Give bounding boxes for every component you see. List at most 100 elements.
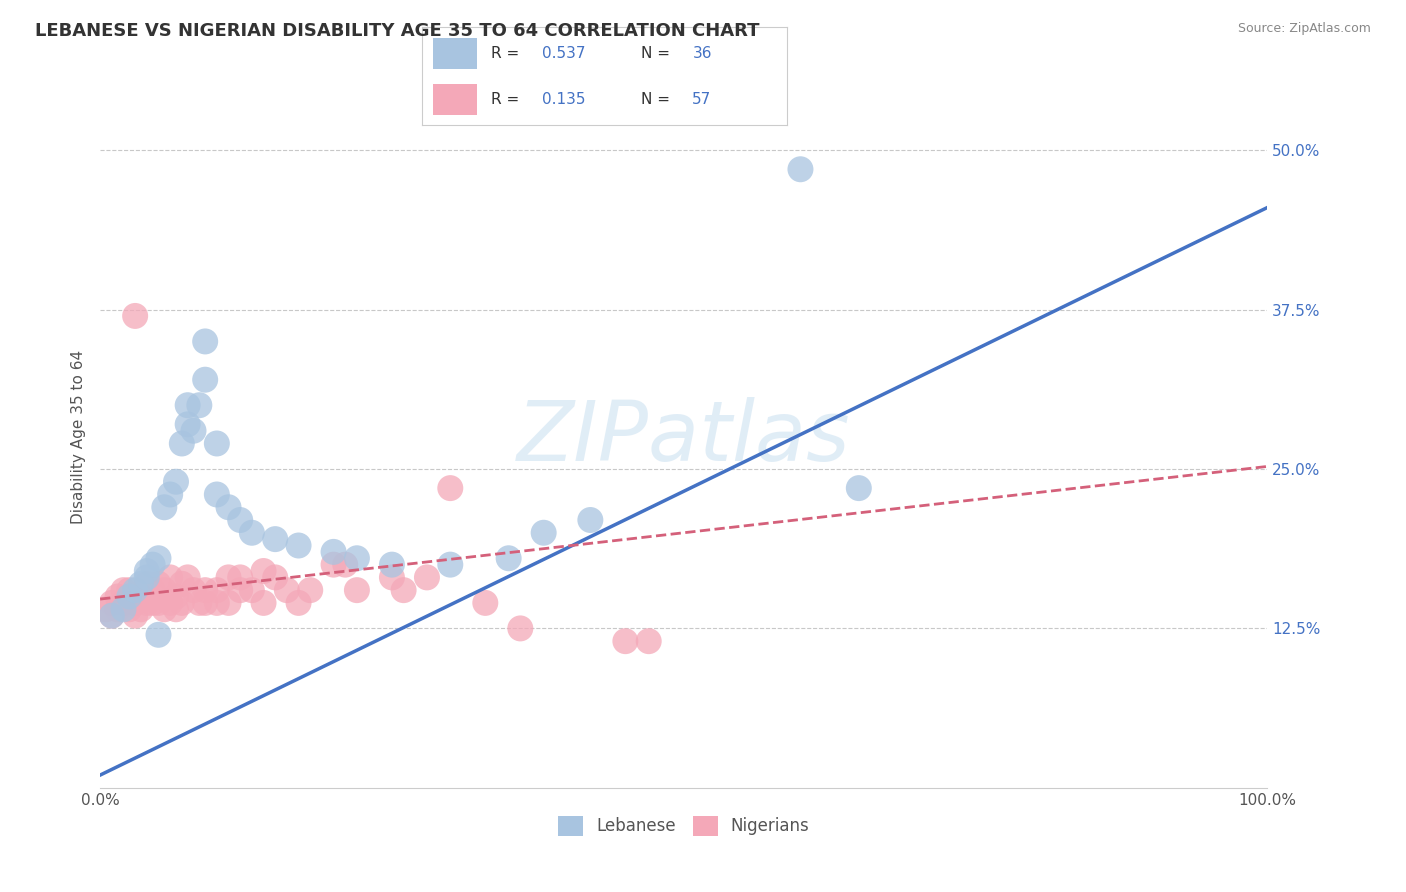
Point — [218, 500, 240, 515]
Point — [287, 596, 309, 610]
Point — [183, 424, 205, 438]
Point — [194, 334, 217, 349]
Point — [170, 596, 193, 610]
Point — [148, 551, 170, 566]
Text: R =: R = — [491, 45, 524, 61]
Point — [124, 309, 146, 323]
Point — [159, 487, 181, 501]
Point — [129, 602, 152, 616]
Point — [381, 558, 404, 572]
Point — [165, 602, 187, 616]
FancyBboxPatch shape — [433, 37, 477, 69]
Point — [112, 602, 135, 616]
Point — [218, 596, 240, 610]
Point — [153, 500, 176, 515]
Point — [264, 570, 287, 584]
Point — [322, 545, 344, 559]
Point — [789, 162, 811, 177]
Point — [299, 583, 322, 598]
Legend: Lebanese, Nigerians: Lebanese, Nigerians — [551, 809, 817, 843]
Point — [346, 583, 368, 598]
Text: 36: 36 — [692, 45, 711, 61]
Point — [101, 596, 124, 610]
Point — [637, 634, 659, 648]
Point — [194, 596, 217, 610]
Point — [165, 590, 187, 604]
Point — [533, 525, 555, 540]
Text: 57: 57 — [692, 92, 711, 107]
Point — [118, 602, 141, 616]
FancyBboxPatch shape — [433, 84, 477, 115]
Point — [229, 513, 252, 527]
Text: ZIPatlas: ZIPatlas — [517, 397, 851, 477]
Point — [101, 608, 124, 623]
Point — [346, 551, 368, 566]
Point — [101, 608, 124, 623]
Point — [129, 590, 152, 604]
Point — [159, 596, 181, 610]
Point — [194, 583, 217, 598]
Text: Source: ZipAtlas.com: Source: ZipAtlas.com — [1237, 22, 1371, 36]
Point — [118, 583, 141, 598]
Text: 0.537: 0.537 — [543, 45, 586, 61]
Point — [474, 596, 496, 610]
Point — [142, 583, 165, 598]
Point — [124, 608, 146, 623]
Point — [153, 583, 176, 598]
Point — [148, 596, 170, 610]
Point — [335, 558, 357, 572]
Point — [159, 570, 181, 584]
Point — [94, 602, 117, 616]
Text: LEBANESE VS NIGERIAN DISABILITY AGE 35 TO 64 CORRELATION CHART: LEBANESE VS NIGERIAN DISABILITY AGE 35 T… — [35, 22, 759, 40]
Point — [240, 525, 263, 540]
Point — [205, 436, 228, 450]
Point — [579, 513, 602, 527]
Point — [112, 583, 135, 598]
Text: 0.135: 0.135 — [543, 92, 586, 107]
Point — [135, 596, 157, 610]
Text: N =: N = — [641, 45, 675, 61]
Point — [439, 558, 461, 572]
Point — [287, 539, 309, 553]
Point — [148, 628, 170, 642]
Point — [229, 583, 252, 598]
Point — [240, 583, 263, 598]
Point — [439, 481, 461, 495]
Point — [124, 596, 146, 610]
Point — [124, 583, 146, 598]
Point — [194, 373, 217, 387]
Point — [264, 532, 287, 546]
Point — [252, 596, 274, 610]
Point — [176, 570, 198, 584]
Point — [153, 602, 176, 616]
Point — [176, 417, 198, 432]
Point — [135, 570, 157, 584]
Point — [176, 398, 198, 412]
Point — [142, 596, 165, 610]
Y-axis label: Disability Age 35 to 64: Disability Age 35 to 64 — [72, 350, 86, 524]
Point — [107, 590, 129, 604]
Point — [188, 398, 211, 412]
Point — [118, 590, 141, 604]
Point — [381, 570, 404, 584]
Point — [165, 475, 187, 489]
Point — [322, 558, 344, 572]
Point — [170, 436, 193, 450]
Point — [135, 576, 157, 591]
Point — [276, 583, 298, 598]
Point — [252, 564, 274, 578]
Point — [205, 596, 228, 610]
Point — [129, 576, 152, 591]
Point — [205, 487, 228, 501]
Point — [183, 583, 205, 598]
Point — [135, 564, 157, 578]
Point — [107, 602, 129, 616]
Point — [218, 570, 240, 584]
Point — [614, 634, 637, 648]
Point — [142, 558, 165, 572]
Point — [170, 576, 193, 591]
Text: N =: N = — [641, 92, 675, 107]
Point — [205, 583, 228, 598]
Point — [848, 481, 870, 495]
Text: R =: R = — [491, 92, 524, 107]
